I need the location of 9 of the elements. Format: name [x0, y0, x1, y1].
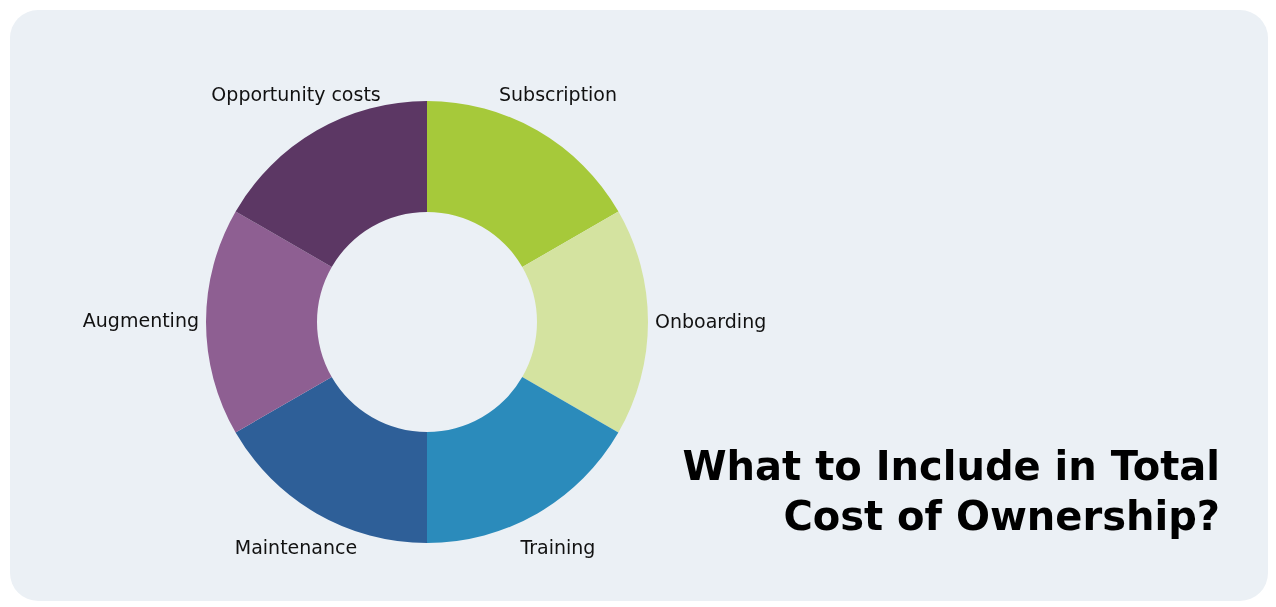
donut-slice	[522, 211, 648, 433]
slice-label: Subscription	[498, 82, 618, 105]
slice-label: Opportunity costs	[211, 82, 381, 105]
donut-slice	[206, 211, 332, 433]
slice-label: Onboarding	[655, 309, 767, 332]
slice-label: Augmenting	[82, 309, 199, 332]
slice-label: Training	[519, 536, 596, 559]
slice-label: Maintenance	[234, 536, 358, 559]
text: What to Include in Total Cost of Ownership?	[682, 443, 1220, 539]
